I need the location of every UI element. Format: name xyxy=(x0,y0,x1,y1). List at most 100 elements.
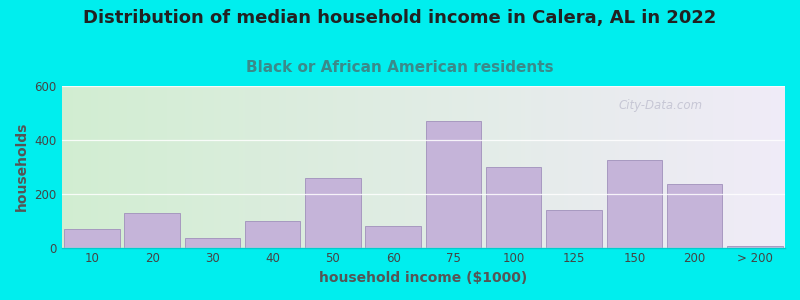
Bar xyxy=(62,86,66,248)
Bar xyxy=(347,86,351,248)
Bar xyxy=(716,86,720,248)
Bar xyxy=(340,86,344,248)
Bar xyxy=(525,86,528,248)
Bar xyxy=(430,86,434,248)
Bar xyxy=(546,86,550,248)
Bar xyxy=(166,86,170,248)
Bar xyxy=(601,86,604,248)
Bar xyxy=(210,86,214,248)
Bar xyxy=(597,86,601,248)
Bar xyxy=(742,86,746,248)
Bar xyxy=(564,86,568,248)
Bar xyxy=(333,86,337,248)
Bar xyxy=(528,86,532,248)
Bar xyxy=(181,86,185,248)
Bar xyxy=(322,86,326,248)
Bar xyxy=(98,86,102,248)
Bar xyxy=(188,86,192,248)
Bar xyxy=(611,86,615,248)
Bar xyxy=(130,86,134,248)
Bar xyxy=(535,86,539,248)
Bar xyxy=(202,86,206,248)
Bar xyxy=(442,86,445,248)
X-axis label: household income ($1000): household income ($1000) xyxy=(319,271,527,285)
Bar xyxy=(394,86,398,248)
Bar xyxy=(452,86,456,248)
Bar xyxy=(550,86,554,248)
Bar xyxy=(300,86,304,248)
Bar xyxy=(604,86,608,248)
Bar xyxy=(134,86,138,248)
Bar xyxy=(485,86,489,248)
Bar xyxy=(109,86,112,248)
Bar xyxy=(730,86,734,248)
Bar xyxy=(615,86,618,248)
Bar xyxy=(466,86,470,248)
Bar xyxy=(633,86,637,248)
Bar xyxy=(478,86,482,248)
Bar xyxy=(670,86,673,248)
Bar xyxy=(170,86,174,248)
Bar xyxy=(463,86,466,248)
Bar xyxy=(246,86,250,248)
Bar xyxy=(680,86,684,248)
Bar xyxy=(278,86,282,248)
Bar xyxy=(456,86,459,248)
Bar xyxy=(304,86,307,248)
Bar xyxy=(518,86,521,248)
Bar xyxy=(667,184,722,247)
Bar xyxy=(539,86,542,248)
Bar xyxy=(264,86,268,248)
Bar xyxy=(709,86,713,248)
Bar xyxy=(387,86,390,248)
Bar xyxy=(192,86,195,248)
Bar xyxy=(746,86,749,248)
Bar xyxy=(242,86,246,248)
Bar xyxy=(654,86,658,248)
Bar xyxy=(214,86,217,248)
Bar xyxy=(760,86,763,248)
Bar xyxy=(434,86,438,248)
Bar xyxy=(702,86,706,248)
Bar xyxy=(554,86,557,248)
Bar xyxy=(228,86,232,248)
Bar xyxy=(618,86,622,248)
Bar xyxy=(366,226,421,248)
Bar xyxy=(305,178,361,248)
Bar xyxy=(427,86,430,248)
Bar xyxy=(658,86,662,248)
Bar xyxy=(651,86,654,248)
Bar xyxy=(557,86,561,248)
Bar xyxy=(102,86,105,248)
Bar xyxy=(677,86,680,248)
Bar xyxy=(152,86,156,248)
Bar xyxy=(64,229,119,247)
Bar xyxy=(626,86,630,248)
Bar xyxy=(362,86,366,248)
Bar xyxy=(337,86,340,248)
Bar xyxy=(383,86,387,248)
Bar xyxy=(293,86,297,248)
Bar xyxy=(163,86,166,248)
Bar xyxy=(297,86,300,248)
Y-axis label: households: households xyxy=(15,122,29,212)
Bar xyxy=(159,86,163,248)
Bar xyxy=(438,86,442,248)
Bar xyxy=(586,86,590,248)
Bar xyxy=(239,86,242,248)
Bar xyxy=(499,86,503,248)
Bar xyxy=(474,86,478,248)
Bar xyxy=(185,238,240,248)
Bar xyxy=(782,86,785,248)
Bar xyxy=(369,86,373,248)
Bar xyxy=(575,86,579,248)
Bar xyxy=(250,86,254,248)
Bar xyxy=(489,86,492,248)
Bar xyxy=(767,86,770,248)
Bar xyxy=(142,86,145,248)
Bar xyxy=(73,86,76,248)
Bar xyxy=(126,86,130,248)
Bar xyxy=(647,86,651,248)
Bar xyxy=(579,86,582,248)
Bar xyxy=(561,86,564,248)
